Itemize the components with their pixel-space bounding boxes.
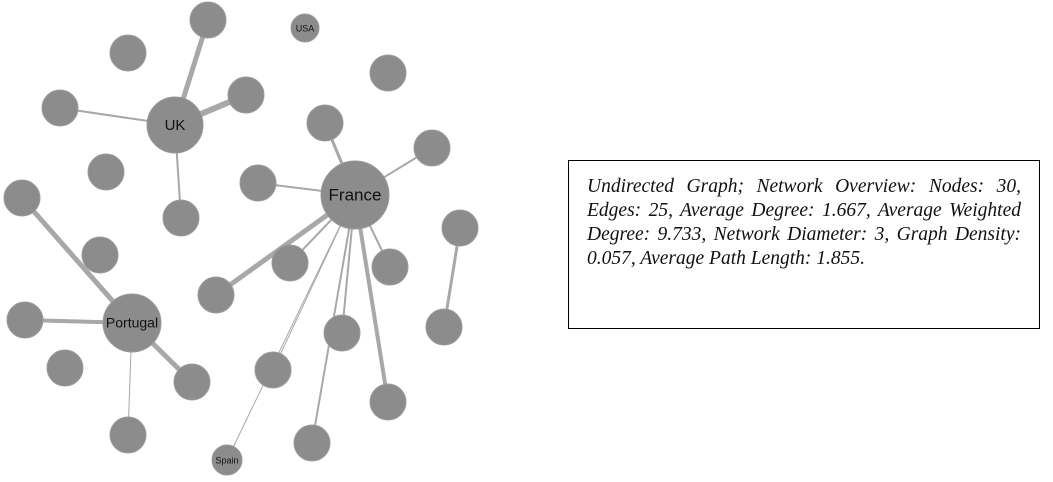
node bbox=[81, 236, 119, 274]
node-label: USA bbox=[296, 23, 315, 33]
node bbox=[146, 96, 204, 154]
node bbox=[441, 209, 479, 247]
node bbox=[293, 424, 331, 462]
node bbox=[371, 248, 409, 286]
node bbox=[197, 276, 235, 314]
node bbox=[227, 76, 265, 114]
node-label: France bbox=[329, 185, 382, 204]
node bbox=[271, 244, 309, 282]
network-graph: USA UK France Portugal Spain bbox=[3, 1, 479, 476]
node bbox=[369, 383, 407, 421]
node-label: Spain bbox=[215, 455, 238, 465]
nodes bbox=[3, 1, 479, 476]
node bbox=[239, 164, 277, 202]
node bbox=[87, 153, 125, 191]
node bbox=[369, 54, 407, 92]
node bbox=[290, 13, 320, 43]
node bbox=[189, 1, 227, 39]
node bbox=[323, 314, 361, 352]
node bbox=[6, 301, 44, 339]
caption: Undirected Graph; Network Overview: Node… bbox=[568, 160, 1040, 329]
node bbox=[3, 179, 41, 217]
edge bbox=[226, 194, 356, 461]
node bbox=[320, 160, 390, 230]
node bbox=[211, 444, 243, 476]
node bbox=[162, 199, 200, 237]
node bbox=[46, 349, 84, 387]
node bbox=[306, 104, 344, 142]
node-label: Portugal bbox=[106, 315, 158, 331]
node bbox=[109, 416, 147, 454]
node bbox=[109, 34, 147, 72]
node bbox=[425, 308, 463, 346]
node bbox=[254, 351, 292, 389]
node bbox=[173, 363, 211, 401]
node bbox=[413, 129, 451, 167]
node bbox=[102, 293, 162, 353]
node-label: UK bbox=[165, 117, 186, 134]
edge bbox=[353, 194, 390, 403]
node bbox=[41, 89, 79, 127]
